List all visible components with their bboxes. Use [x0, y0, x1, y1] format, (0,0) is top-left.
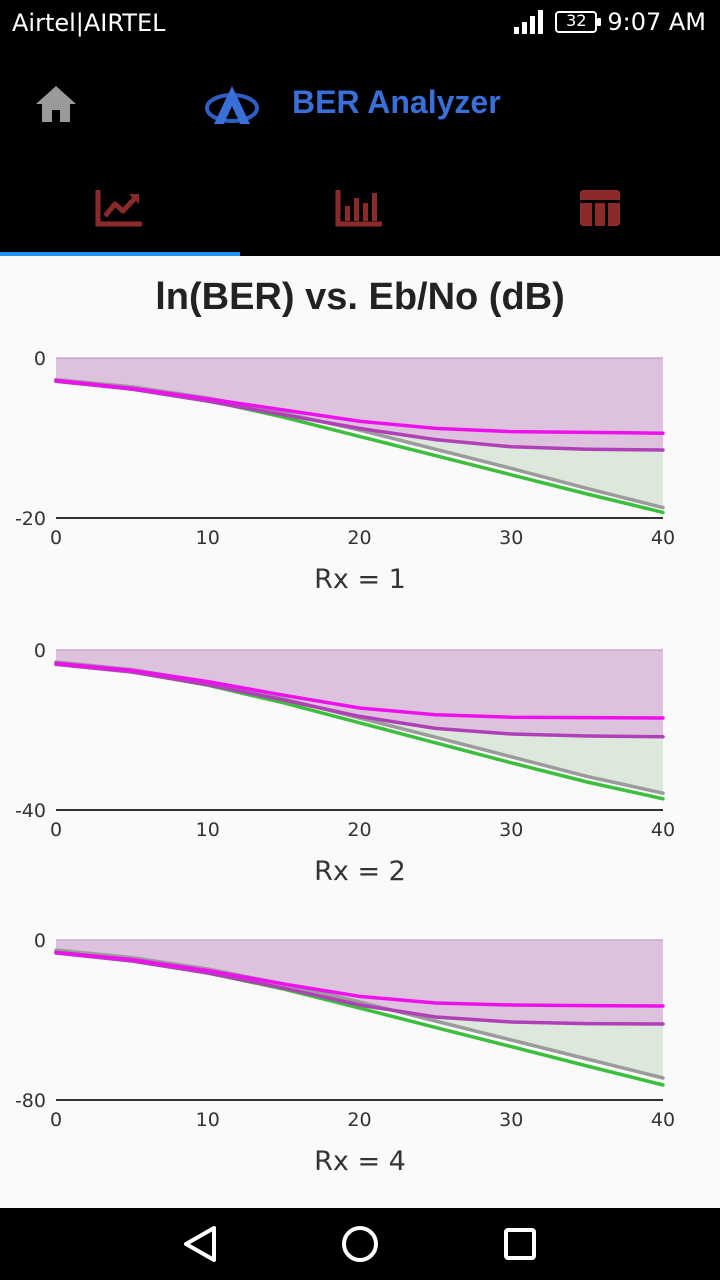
- recents-square-icon[interactable]: [496, 1220, 544, 1268]
- y-tick-label: -20: [15, 508, 46, 530]
- chart-label: Rx = 1: [314, 564, 406, 595]
- battery-icon: 32: [555, 11, 602, 33]
- chart-label: Rx = 4: [314, 1146, 406, 1177]
- back-triangle-icon[interactable]: [176, 1220, 224, 1268]
- series-line-3: [54, 662, 665, 739]
- x-tick-label: 0: [50, 527, 62, 549]
- chart-label: Rx = 2: [314, 856, 406, 887]
- x-tick-label: 30: [499, 819, 523, 841]
- table-icon: [580, 190, 620, 226]
- page-title: ln(BER) vs. Eb/No (dB): [155, 276, 565, 318]
- area-fill-upper: [56, 650, 663, 737]
- line-chart-icon: [95, 190, 142, 227]
- y-tick-label: -80: [15, 1090, 46, 1112]
- x-tick-label: 30: [499, 1109, 523, 1131]
- tab-bar: [0, 160, 720, 256]
- x-tick-label: 20: [347, 819, 371, 841]
- chart-content: ln(BER) vs. Eb/No (dB) 0 -20 0 10 20 30 40 Rx =…: [0, 256, 720, 1208]
- y-tick-label: 0: [34, 930, 46, 952]
- app-logo-icon: [205, 86, 259, 124]
- bar-chart-icon: [335, 190, 382, 227]
- series-line-4: [54, 950, 665, 1008]
- x-tick-label: 10: [196, 819, 220, 841]
- home-icon[interactable]: [34, 84, 78, 124]
- x-tick-label: 10: [196, 527, 220, 549]
- tab-bar-chart[interactable]: [240, 160, 480, 256]
- status-right: 32 9:07 AM: [513, 8, 706, 36]
- x-tick-label: 20: [347, 527, 371, 549]
- y-tick-label: 0: [34, 640, 46, 662]
- series-line-4: [54, 378, 665, 435]
- y-tick-label: -40: [15, 800, 46, 822]
- x-tick-label: 40: [651, 527, 675, 549]
- clock: 9:07 AM: [607, 8, 706, 36]
- series-line-4: [54, 661, 665, 720]
- tab-indicator: [0, 252, 240, 256]
- x-tick-label: 20: [347, 1109, 371, 1131]
- battery-level: 32: [566, 11, 587, 30]
- app-bar: BER Analyzer: [0, 50, 720, 160]
- tab-table[interactable]: [480, 160, 720, 256]
- area-fill-upper: [56, 940, 663, 1024]
- x-tick-label: 10: [196, 1109, 220, 1131]
- x-tick-label: 30: [499, 527, 523, 549]
- x-tick-label: 0: [50, 1109, 62, 1131]
- x-tick-label: 40: [651, 1109, 675, 1131]
- signal-icon: [514, 10, 544, 34]
- tab-line-chart[interactable]: [0, 160, 240, 256]
- area-fill-upper: [56, 358, 663, 450]
- y-tick-label: 0: [34, 348, 46, 370]
- x-tick-label: 0: [50, 819, 62, 841]
- app-title: BER Analyzer: [292, 84, 501, 120]
- status-bar: Airtel|AIRTEL 32 9:07 AM: [0, 0, 720, 50]
- series-line-1: [54, 948, 665, 1080]
- x-tick-label: 40: [651, 819, 675, 841]
- navigation-bar: [0, 1208, 720, 1280]
- home-circle-icon[interactable]: [336, 1220, 384, 1268]
- carrier-name: Airtel|AIRTEL: [12, 9, 166, 37]
